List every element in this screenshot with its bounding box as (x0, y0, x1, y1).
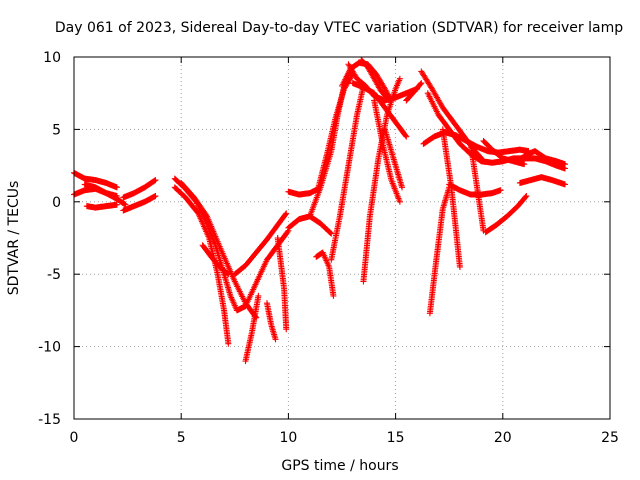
data-point (272, 336, 279, 343)
data-point (523, 193, 530, 200)
data-point (521, 161, 528, 168)
plot-border (73, 56, 611, 420)
chart-title: Day 061 of 2023, Sidereal Day-to-day VTE… (55, 20, 623, 36)
data-point (417, 81, 424, 88)
data-point (152, 177, 159, 184)
data-point (330, 292, 337, 299)
series-arc-38 (516, 174, 568, 188)
series-arc-04 (83, 201, 120, 211)
data-point (456, 263, 463, 270)
series-arc-26 (381, 126, 406, 191)
series-arc-14 (274, 235, 290, 333)
data-point (561, 181, 568, 188)
series-arc-30 (424, 90, 568, 172)
series-arc-25 (360, 75, 403, 285)
series-arc-27 (371, 97, 403, 205)
series-arc-28 (403, 80, 425, 104)
y-axis-label: SDTVAR / TECUs (6, 181, 22, 296)
data-point (396, 75, 403, 82)
data-point (225, 271, 232, 278)
data-point (328, 230, 335, 237)
x-tick-label: 25 (601, 430, 619, 446)
y-tick-label: -10 (38, 340, 61, 356)
series-arc-36 (480, 137, 528, 168)
data-point (282, 211, 289, 218)
series-arc-01 (71, 169, 120, 191)
data-point (399, 184, 406, 191)
data-point (396, 198, 403, 205)
data-point (418, 80, 425, 87)
series-arc-34 (439, 126, 463, 270)
x-tick-label: 20 (494, 430, 512, 446)
series-arc-05 (120, 177, 159, 201)
data-point (255, 292, 262, 299)
data-markers (71, 56, 568, 365)
data-point (497, 187, 504, 194)
series-arc-13 (263, 300, 279, 343)
data-point (151, 177, 158, 184)
x-tick-label: 10 (279, 430, 297, 446)
series-arc-35 (467, 140, 487, 234)
y-tick-label: 10 (43, 50, 61, 66)
data-point (284, 228, 291, 235)
series-arc-03 (81, 181, 129, 208)
series-arc-10 (199, 242, 232, 278)
series-arc-11 (231, 210, 290, 278)
x-tick-label: 15 (387, 430, 405, 446)
series-arc-39 (521, 148, 568, 168)
data-point (225, 340, 232, 347)
series-arc-06 (120, 193, 159, 214)
y-tick-label: -15 (38, 412, 61, 428)
series-arc-07 (171, 175, 292, 314)
series-arc-32 (426, 184, 453, 317)
series-arc-23 (349, 80, 410, 140)
series-arc-37 (482, 193, 530, 236)
data-point (522, 193, 529, 200)
series-arc-20 (328, 82, 367, 263)
x-tick-label: 0 (70, 430, 79, 446)
y-tick-label: -5 (47, 267, 61, 283)
data-point (113, 184, 120, 191)
data-point (121, 201, 128, 208)
data-point (283, 326, 290, 333)
data-point (152, 193, 159, 200)
series-arc-12 (242, 292, 262, 365)
data-point (113, 201, 120, 208)
data-point (403, 133, 410, 140)
axis-ticks: 0 5 10 15 20 25 -15 -10 -5 0 5 10 (38, 50, 619, 446)
series-arc-24 (358, 56, 393, 104)
x-tick-label: 5 (177, 430, 186, 446)
data-point (327, 229, 334, 236)
grid-lines (74, 57, 610, 419)
y-tick-label: 5 (52, 122, 61, 138)
series-arc-17 (313, 249, 337, 299)
data-point (402, 132, 409, 139)
y-tick-label: 0 (52, 195, 61, 211)
data-point (561, 161, 568, 168)
data-point (224, 270, 231, 277)
data-point (283, 210, 290, 217)
x-axis-label: GPS time / hours (281, 458, 398, 474)
